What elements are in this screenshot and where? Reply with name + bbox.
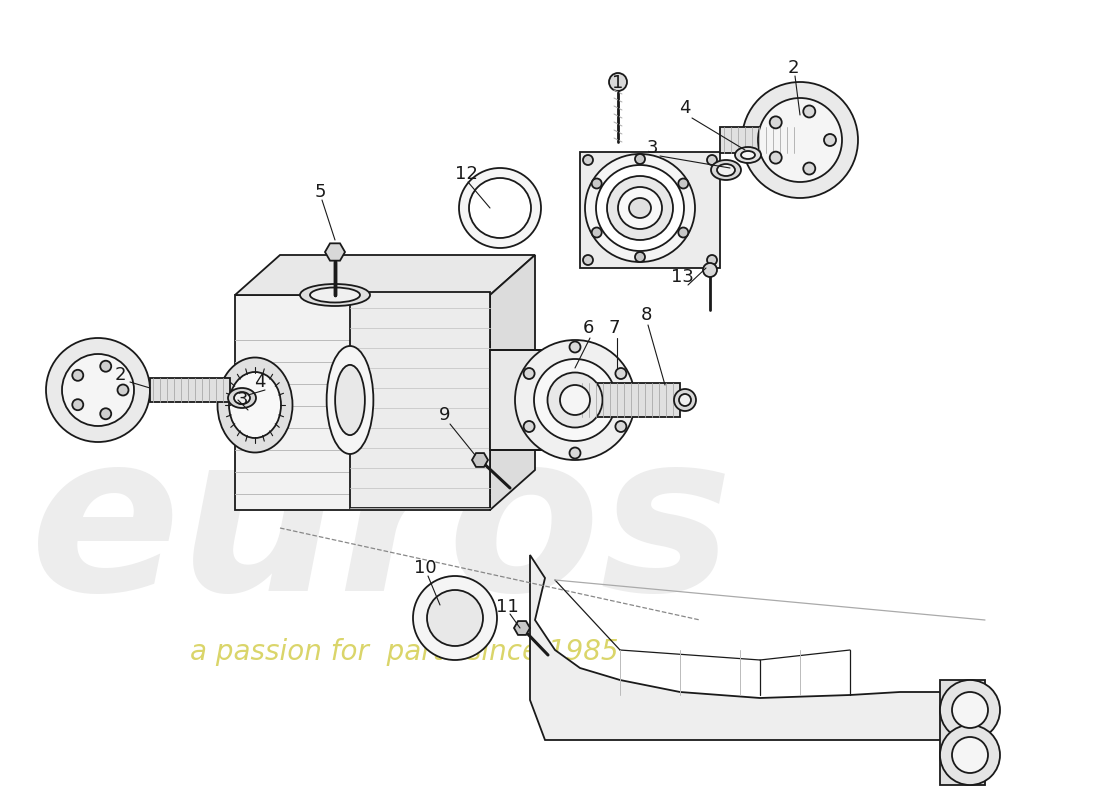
Circle shape: [679, 227, 689, 238]
Circle shape: [703, 263, 717, 277]
Circle shape: [615, 421, 626, 432]
Circle shape: [707, 155, 717, 165]
Circle shape: [635, 154, 645, 164]
Ellipse shape: [607, 176, 673, 240]
Circle shape: [609, 73, 627, 91]
Circle shape: [824, 134, 836, 146]
Ellipse shape: [229, 372, 280, 438]
Circle shape: [524, 421, 535, 432]
Polygon shape: [235, 295, 490, 510]
Circle shape: [583, 255, 593, 265]
Ellipse shape: [534, 359, 616, 441]
Polygon shape: [490, 255, 535, 510]
Text: 9: 9: [439, 406, 451, 424]
Polygon shape: [580, 152, 720, 268]
Circle shape: [940, 680, 1000, 740]
Ellipse shape: [585, 154, 695, 262]
Text: a passion for  parts since 1985: a passion for parts since 1985: [190, 638, 618, 666]
Circle shape: [758, 98, 842, 182]
Text: 12: 12: [454, 165, 477, 183]
Ellipse shape: [310, 287, 360, 302]
Ellipse shape: [469, 178, 531, 238]
Circle shape: [583, 155, 593, 165]
Ellipse shape: [618, 187, 662, 229]
Ellipse shape: [300, 284, 370, 306]
Ellipse shape: [735, 147, 761, 163]
Ellipse shape: [741, 151, 755, 159]
Circle shape: [118, 385, 129, 395]
Circle shape: [412, 576, 497, 660]
Circle shape: [524, 368, 535, 379]
Text: 2: 2: [114, 366, 125, 384]
Circle shape: [952, 737, 988, 773]
Circle shape: [679, 178, 689, 189]
Polygon shape: [575, 383, 680, 417]
Circle shape: [427, 590, 483, 646]
Ellipse shape: [336, 365, 365, 435]
Polygon shape: [235, 255, 535, 295]
Circle shape: [592, 227, 602, 238]
Ellipse shape: [717, 164, 735, 176]
Polygon shape: [150, 378, 230, 402]
Circle shape: [952, 692, 988, 728]
Circle shape: [62, 354, 134, 426]
Text: 7: 7: [608, 319, 619, 337]
Circle shape: [570, 447, 581, 458]
Circle shape: [803, 106, 815, 118]
Text: euros: euros: [30, 423, 734, 637]
Polygon shape: [350, 292, 490, 508]
Text: 3: 3: [236, 391, 248, 409]
Circle shape: [635, 252, 645, 262]
Text: 11: 11: [496, 598, 518, 616]
Text: 10: 10: [414, 559, 437, 577]
Circle shape: [803, 162, 815, 174]
Ellipse shape: [674, 389, 696, 411]
Ellipse shape: [679, 394, 691, 406]
Text: 3: 3: [647, 139, 658, 157]
Ellipse shape: [515, 340, 635, 460]
Ellipse shape: [327, 346, 373, 454]
Circle shape: [570, 342, 581, 353]
Circle shape: [940, 725, 1000, 785]
Text: 4: 4: [680, 99, 691, 117]
Circle shape: [100, 408, 111, 419]
Text: 13: 13: [671, 268, 693, 286]
Ellipse shape: [218, 358, 293, 453]
Polygon shape: [940, 680, 984, 785]
Circle shape: [73, 370, 84, 381]
Ellipse shape: [548, 373, 603, 427]
Circle shape: [770, 152, 782, 164]
Ellipse shape: [629, 198, 651, 218]
Circle shape: [615, 368, 626, 379]
Text: 6: 6: [582, 319, 594, 337]
Ellipse shape: [596, 165, 684, 251]
Polygon shape: [324, 243, 345, 261]
Text: 1: 1: [613, 74, 624, 92]
Ellipse shape: [560, 385, 590, 415]
Polygon shape: [490, 350, 575, 450]
Circle shape: [770, 116, 782, 128]
Polygon shape: [472, 453, 488, 467]
Text: 2: 2: [788, 59, 799, 77]
Text: 4: 4: [254, 373, 266, 391]
Text: 8: 8: [640, 306, 651, 324]
Ellipse shape: [228, 388, 256, 408]
Polygon shape: [514, 621, 530, 635]
Ellipse shape: [234, 392, 250, 404]
Circle shape: [73, 399, 84, 410]
Circle shape: [742, 82, 858, 198]
Ellipse shape: [711, 160, 741, 180]
Ellipse shape: [459, 168, 541, 248]
Text: 5: 5: [315, 183, 326, 201]
Polygon shape: [530, 555, 984, 740]
Circle shape: [46, 338, 150, 442]
Circle shape: [592, 178, 602, 189]
Polygon shape: [720, 127, 800, 153]
Circle shape: [100, 361, 111, 372]
Circle shape: [707, 255, 717, 265]
